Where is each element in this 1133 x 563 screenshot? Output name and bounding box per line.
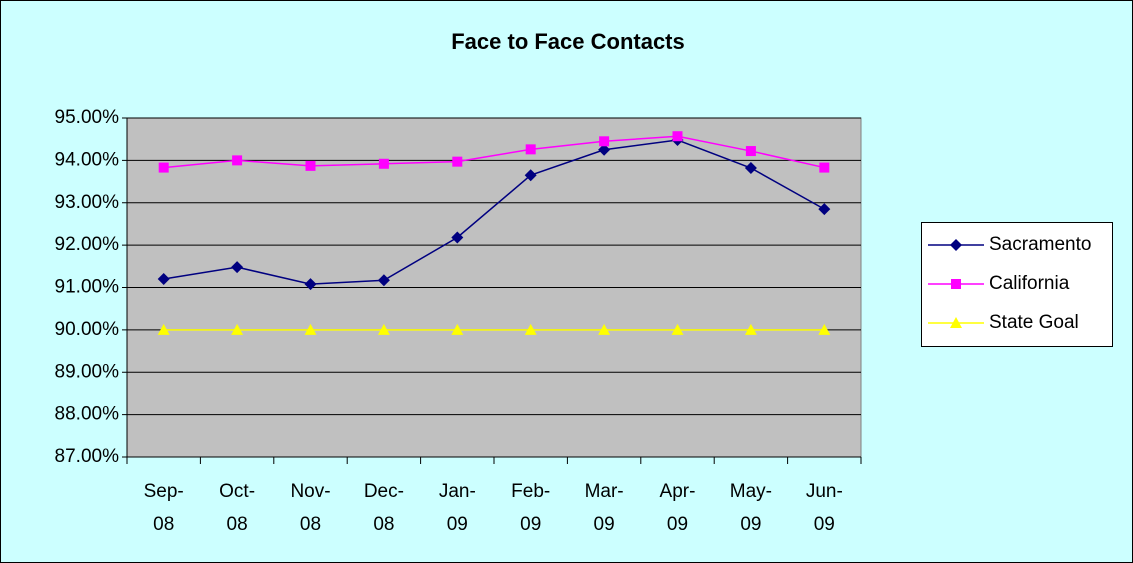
marker [598,143,611,156]
y-tick-label: 92.00% [55,234,120,255]
marker [950,239,962,251]
legend-label: California [989,273,1070,294]
x-tick-label: Jun-09 [806,481,843,535]
marker [451,323,464,335]
legend-label: State Goal [989,312,1079,333]
series-line [163,139,825,285]
y-tick-label: 91.00% [55,277,120,298]
marker [598,323,611,335]
marker [377,274,390,287]
marker [524,323,537,335]
y-tick-label: 89.00% [55,361,120,382]
marker [818,203,831,216]
x-tick-label: Feb-09 [511,481,550,535]
marker [451,231,464,244]
marker [525,144,536,155]
marker [232,155,243,166]
marker [524,169,537,182]
marker [231,261,244,274]
marker [671,323,684,335]
marker [818,323,831,335]
y-tick-label: 90.00% [55,319,120,340]
marker [599,136,610,147]
marker [304,323,317,335]
marker [157,273,170,286]
y-tick-label: 88.00% [55,404,120,425]
marker [377,323,390,335]
marker [158,162,169,173]
x-tick-label: Jan-09 [439,481,476,535]
legend-label: Sacramento [989,234,1091,255]
marker [157,323,170,335]
marker [378,158,389,169]
marker [950,317,962,328]
series-line [163,135,825,169]
marker [744,162,757,175]
x-tick-label: Sep-08 [144,481,184,535]
x-tick-label: Nov-08 [290,481,330,535]
chart-title: Face to Face Contacts [451,29,685,54]
marker [951,279,961,289]
x-tick-label: Dec-08 [364,481,404,535]
y-tick-label: 94.00% [55,149,120,170]
marker [745,146,756,157]
marker [304,278,317,291]
y-tick-label: 87.00% [55,446,120,467]
x-tick-label: Oct-08 [219,481,255,535]
marker [672,131,683,142]
y-tick-label: 95.00% [55,107,120,128]
x-tick-label: Mar-09 [585,481,624,535]
marker [305,160,316,171]
marker [231,323,244,335]
marker [452,156,463,167]
x-tick-label: May-09 [730,481,772,535]
x-tick-label: Apr-09 [660,481,696,535]
y-tick-label: 93.00% [55,192,120,213]
marker [819,162,830,173]
marker [744,323,757,335]
